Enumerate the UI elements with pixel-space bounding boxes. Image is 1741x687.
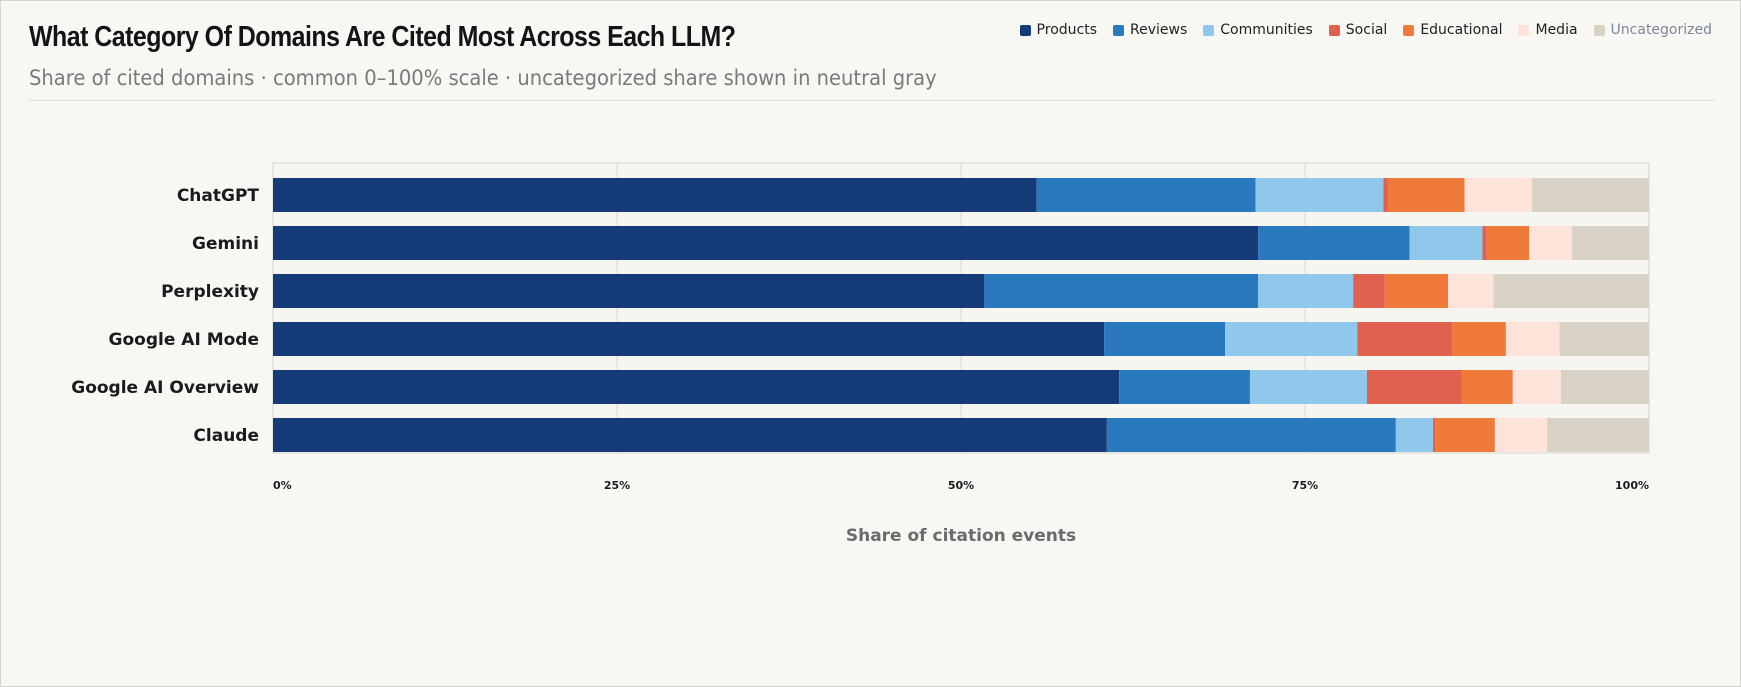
bar-google-ai-overview-products (273, 370, 1120, 404)
bar-gemini-communities (1409, 226, 1483, 260)
bar-chatgpt-uncategorized (1532, 178, 1649, 212)
bar-google-ai-mode-communities (1225, 322, 1358, 356)
legend-item-reviews: Reviews (1113, 22, 1187, 38)
bar-chatgpt-communities (1255, 178, 1384, 212)
bar-google-ai-overview-communities (1249, 370, 1367, 404)
category-label-google-ai-overview: Google AI Overview (71, 378, 259, 398)
bar-claude-media (1494, 418, 1548, 452)
bar-gemini-educational (1486, 226, 1530, 260)
bar-gemini-products (273, 226, 1259, 260)
bar-google-ai-overview-reviews (1119, 370, 1250, 404)
bar-google-ai-overview-educational (1461, 370, 1513, 404)
bar-google-ai-overview-media (1512, 370, 1561, 404)
bar-chatgpt-media (1464, 178, 1533, 212)
legend-label-social: Social (1345, 22, 1388, 38)
x-tick-label-100: 100% (1615, 479, 1649, 492)
bar-claude-reviews (1106, 418, 1396, 452)
bar-chatgpt-educational (1387, 178, 1465, 212)
bar-gemini-reviews (1258, 226, 1410, 260)
header-divider (29, 100, 1714, 101)
legend-item-educational: Educational (1403, 22, 1502, 38)
legend-swatch-uncategorized (1593, 24, 1605, 36)
legend-item-uncategorized: Uncategorized (1593, 22, 1712, 38)
bar-google-ai-overview-uncategorized (1560, 370, 1649, 404)
bar-gemini-social (1482, 226, 1487, 260)
bar-google-ai-mode-social (1357, 322, 1453, 356)
category-label-gemini: Gemini (192, 234, 259, 254)
bar-perplexity-social (1353, 274, 1385, 308)
legend-item-communities: Communities (1203, 22, 1313, 38)
bar-google-ai-overview-social (1366, 370, 1462, 404)
x-tick-label-0: 0% (273, 479, 292, 492)
legend-swatch-educational (1403, 24, 1415, 36)
legend-label-educational: Educational (1420, 22, 1503, 38)
legend-swatch-reviews (1113, 24, 1124, 36)
bar-gemini-uncategorized (1571, 226, 1649, 260)
bar-google-ai-mode-products (273, 322, 1105, 356)
bar-claude-uncategorized (1547, 418, 1649, 452)
bar-chatgpt-social (1383, 178, 1388, 212)
bar-perplexity-educational (1384, 274, 1449, 308)
bar-perplexity-products (273, 274, 985, 308)
page-subtitle: Share of cited domains · common 0–100% s… (29, 66, 937, 90)
bar-perplexity-reviews (984, 274, 1259, 308)
bar-perplexity-communities (1258, 274, 1354, 308)
legend: Products Reviews Communities Social Educ… (1019, 22, 1712, 38)
category-label-chatgpt: ChatGPT (177, 186, 260, 206)
legend-swatch-communities (1203, 24, 1215, 36)
x-tick-label-50: 50% (948, 479, 974, 492)
page-title: What Category Of Domains Are Cited Most … (29, 21, 736, 53)
category-label-perplexity: Perplexity (161, 282, 259, 302)
bar-perplexity-uncategorized (1493, 274, 1649, 308)
legend-item-media: Media (1518, 22, 1578, 38)
bar-gemini-media (1529, 226, 1572, 260)
legend-label-uncategorized: Uncategorized (1610, 22, 1712, 38)
legend-label-communities: Communities (1220, 22, 1313, 38)
legend-swatch-media (1518, 24, 1530, 36)
legend-label-media: Media (1535, 22, 1578, 38)
bar-perplexity-media (1448, 274, 1494, 308)
legend-item-products: Products (1019, 22, 1097, 38)
bar-claude-communities (1395, 418, 1433, 452)
legend-item-social: Social (1328, 22, 1388, 38)
x-tick-label-75: 75% (1292, 479, 1318, 492)
legend-label-products: Products (1036, 22, 1097, 38)
bar-chatgpt-reviews (1036, 178, 1256, 212)
bar-google-ai-mode-reviews (1104, 322, 1226, 356)
bar-google-ai-mode-educational (1452, 322, 1506, 356)
legend-swatch-social (1328, 24, 1340, 36)
bar-claude-educational (1435, 418, 1495, 452)
legend-swatch-products (1019, 24, 1031, 36)
x-tick-label-25: 25% (604, 479, 630, 492)
x-axis-title: Share of citation events (846, 526, 1076, 546)
category-label-google-ai-mode: Google AI Mode (109, 330, 259, 350)
bar-google-ai-mode-media (1505, 322, 1560, 356)
bar-google-ai-mode-uncategorized (1559, 322, 1649, 356)
bar-claude-products (273, 418, 1107, 452)
bar-chatgpt-products (273, 178, 1037, 212)
bar-claude-social (1432, 418, 1436, 452)
legend-label-reviews: Reviews (1130, 22, 1188, 38)
category-label-claude: Claude (193, 426, 259, 446)
